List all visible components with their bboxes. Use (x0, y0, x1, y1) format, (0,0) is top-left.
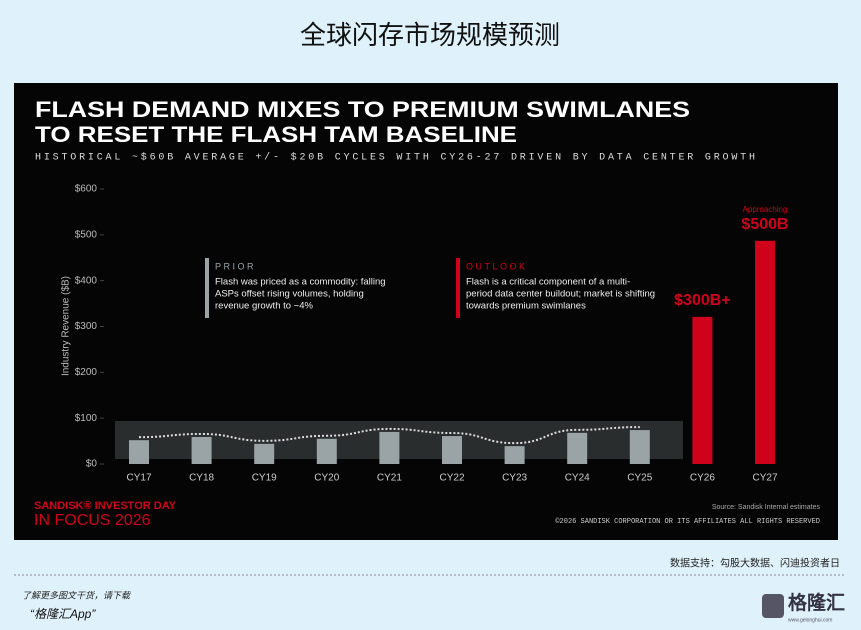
page-title: 全球闪存市场规模预测 (300, 20, 560, 50)
slide (14, 83, 838, 540)
x-tick-label: CY24 (565, 473, 590, 484)
bar (504, 446, 525, 464)
chart-title: TO RESET THE FLASH TAM BASELINE (35, 122, 517, 147)
app-name: “格隆汇App” (30, 607, 96, 621)
box-text: towards premium swimlanes (466, 301, 586, 312)
y-tick-label: $100 (75, 413, 98, 424)
y-tick-label: $600 (75, 184, 98, 195)
x-tick-label: CY27 (752, 473, 777, 484)
bar (692, 316, 713, 464)
bar (191, 436, 212, 464)
box-accent (205, 258, 209, 318)
source: Source: Sandisk Internal estimates (712, 504, 821, 511)
box-accent (456, 258, 460, 318)
x-tick-label: CY26 (690, 473, 715, 484)
y-tick-label: $500 (75, 229, 98, 240)
x-tick-label: CY21 (377, 473, 402, 484)
callout: $500B (741, 216, 788, 233)
y-tick-label: $300 (75, 321, 98, 332)
x-tick-label: CY22 (439, 473, 464, 484)
download-note: 了解更多图文干货，请下载 (22, 590, 131, 600)
box-heading: OUTLOOK (466, 261, 528, 271)
y-tick-label: $400 (75, 275, 98, 286)
bar (316, 438, 337, 464)
box-text: Flash is a critical component of a multi… (466, 277, 630, 288)
box-text: period data center buildout; market is s… (466, 289, 655, 300)
x-tick-label: CY19 (252, 473, 277, 484)
data-support: 数据支持：勾股大数据、闪迪投资者日 (670, 557, 840, 570)
x-tick-label: CY20 (314, 473, 339, 484)
y-axis-label: Industry Revenue ($B) (61, 276, 72, 376)
callout: $300B+ (674, 292, 731, 309)
bar (629, 430, 650, 464)
box-text: revenue growth to ~4% (215, 301, 314, 312)
brand: 格隆汇 (788, 591, 845, 614)
bar (379, 431, 400, 464)
y-tick-label: $0 (86, 459, 98, 470)
bar (254, 443, 275, 464)
x-tick-label: CY25 (627, 473, 652, 484)
brand-site: www.gelonghui.com (788, 617, 832, 623)
brand-icon (762, 594, 784, 618)
x-tick-label: CY17 (126, 473, 151, 484)
trend-line (138, 426, 640, 445)
bar (442, 436, 462, 464)
bar (129, 440, 149, 464)
logo: SANDISK® INVESTOR DAY (34, 500, 177, 512)
box-text: Flash was priced as a commodity: falling (215, 277, 386, 288)
box-text: ASPs offset rising volumes, holding (215, 289, 364, 300)
chart-title: FLASH DEMAND MIXES TO PREMIUM SWIMLANES (35, 97, 690, 122)
y-tick-label: $200 (75, 367, 98, 378)
bar (567, 432, 588, 464)
box-heading: PRIOR (215, 261, 256, 271)
x-tick-label: CY18 (189, 473, 214, 484)
callout: Approaching (743, 205, 788, 214)
event: IN FOCUS 2026 (34, 512, 151, 529)
x-tick-label: CY23 (502, 473, 527, 484)
bar (755, 240, 775, 464)
copyright: ©2026 SANDISK CORPORATION OR ITS AFFILIA… (555, 517, 820, 526)
